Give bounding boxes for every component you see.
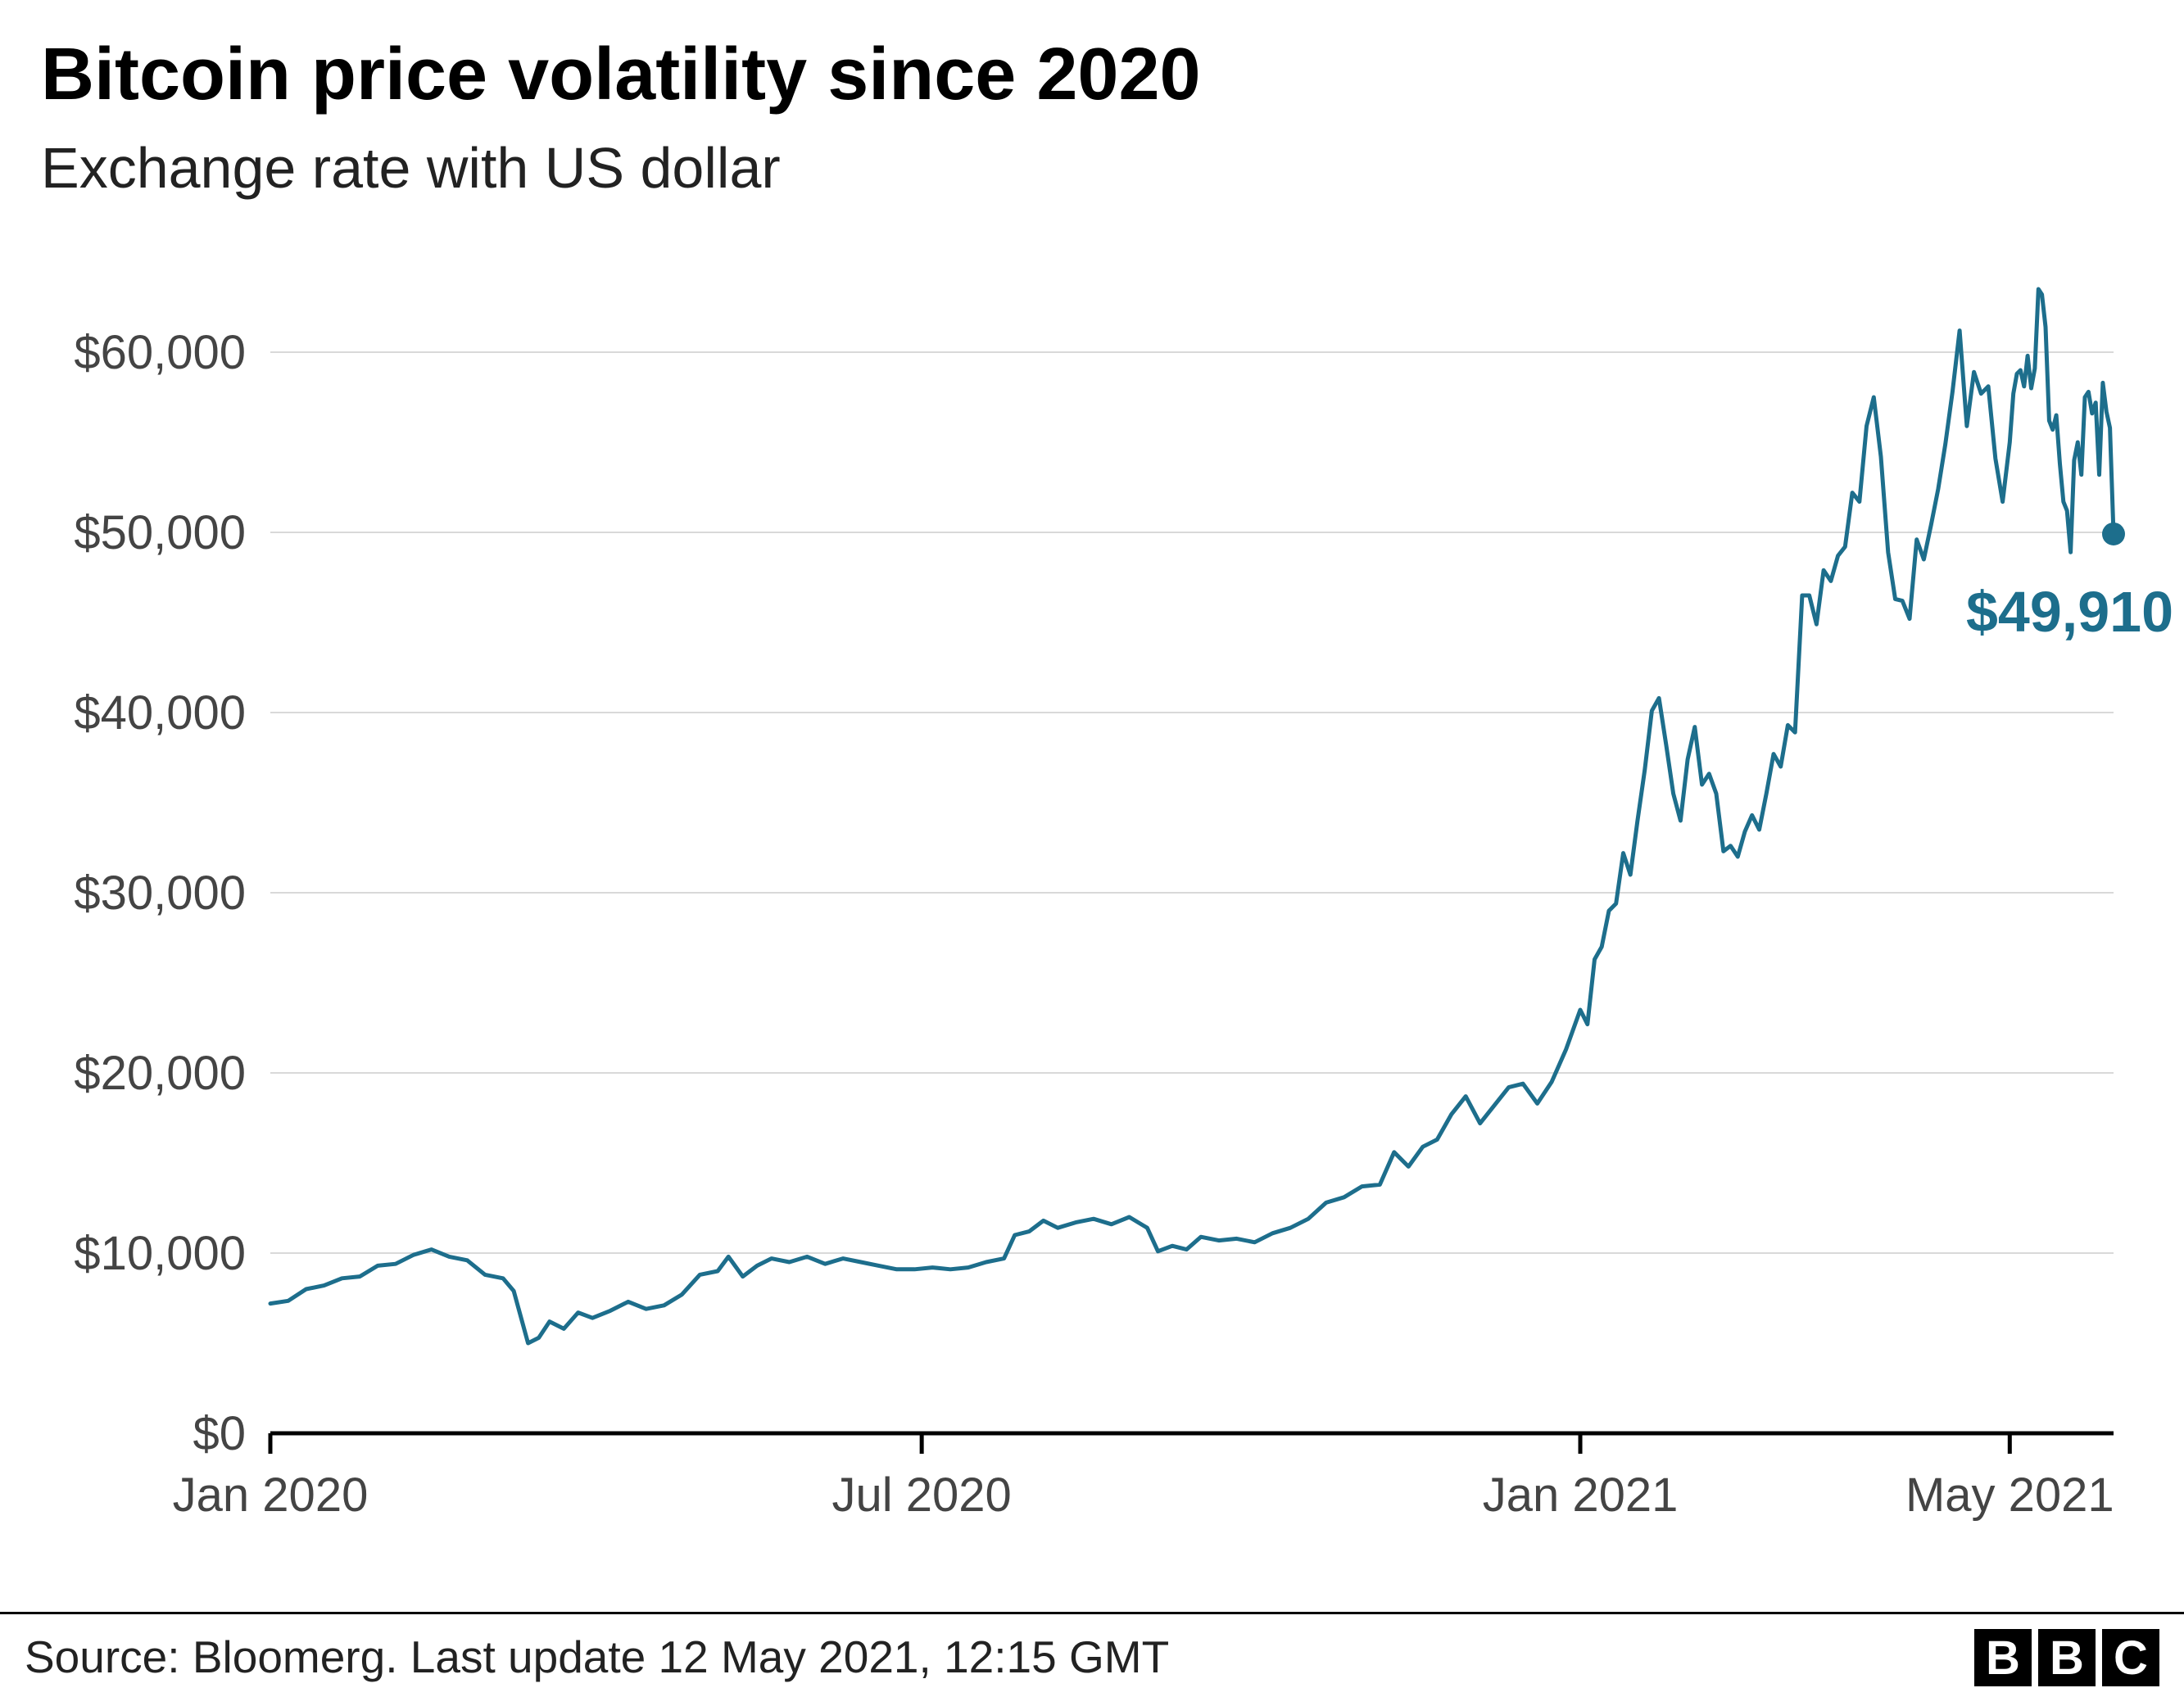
logo-letter-2: C xyxy=(2102,1629,2159,1686)
svg-text:$60,000: $60,000 xyxy=(74,326,246,379)
svg-text:Jul 2020: Jul 2020 xyxy=(831,1468,1011,1522)
svg-text:$0: $0 xyxy=(193,1407,246,1460)
svg-text:$30,000: $30,000 xyxy=(74,867,246,920)
logo-letter-1: B xyxy=(2038,1629,2096,1686)
bbc-logo: B B C xyxy=(1974,1629,2159,1686)
footer: Source: Bloomerg. Last update 12 May 202… xyxy=(0,1612,2184,1706)
chart-plot: $0 $10,000 $20,000 $30,000 $40,000 $50,000 $60… xyxy=(0,0,2184,1706)
chart-container: Bitcoin price volatility since 2020 Exch… xyxy=(0,0,2184,1706)
svg-text:Jan 2020: Jan 2020 xyxy=(173,1468,369,1522)
svg-text:Jan 2021: Jan 2021 xyxy=(1483,1468,1679,1522)
svg-text:$20,000: $20,000 xyxy=(74,1047,246,1100)
svg-text:May 2021: May 2021 xyxy=(1905,1468,2114,1522)
end-point-label: $49,910 xyxy=(1966,579,2173,645)
source-text: Source: Bloomerg. Last update 12 May 202… xyxy=(25,1631,1169,1683)
logo-letter-0: B xyxy=(1974,1629,2032,1686)
svg-text:$10,000: $10,000 xyxy=(74,1227,246,1280)
svg-text:$50,000: $50,000 xyxy=(74,506,246,559)
svg-text:$40,000: $40,000 xyxy=(74,686,246,740)
